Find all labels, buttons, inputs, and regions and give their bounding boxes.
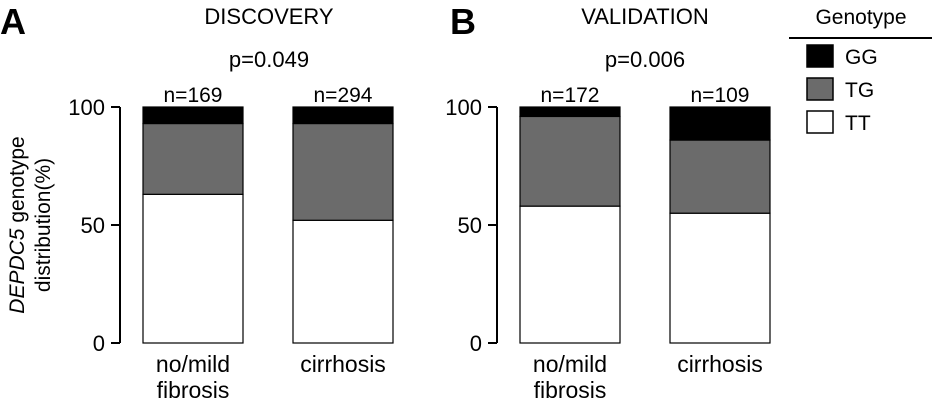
panel-b-letter: B (450, 1, 476, 42)
legend-swatch-gg (806, 44, 834, 68)
legend-swatch-tg (806, 77, 834, 101)
bar-segment-a-2-tt (292, 219, 394, 344)
legend-item-tt: TT (806, 110, 871, 135)
category-label-a-1-line-2: fibrosis (157, 377, 230, 403)
y-axis-label-line2: distribution(%) (32, 158, 55, 292)
panel-a-pvalue: p=0.049 (229, 47, 309, 72)
legend-item-tg: TG (806, 77, 874, 102)
bar-segment-a-2-gg (292, 106, 394, 125)
y-tick-label-b-100: 100 (445, 95, 482, 120)
bar-segment-b-2-gg (669, 106, 771, 141)
y-axis-label-gene: DEPDC5 (6, 228, 29, 314)
bar-segment-b-1-gg (519, 106, 621, 118)
bar-segment-b-2-tt (669, 212, 771, 344)
category-label-a-2-line-1: cirrhosis (300, 351, 386, 377)
category-label-b-1-line-2: fibrosis (534, 377, 607, 403)
panel-b: B VALIDATION p=0.006 0 50 100 n=172 no/mildf… (445, 1, 771, 403)
legend-swatch-tt (806, 110, 834, 134)
bar-segment-a-1-tg (142, 122, 244, 195)
panel-b-pvalue: p=0.006 (605, 47, 685, 72)
y-axis-label-rest: genotype (6, 136, 29, 228)
bar-segment-b-1-tt (519, 205, 621, 344)
panel-a-title: DISCOVERY (204, 4, 334, 29)
legend-label-gg: GG (845, 46, 878, 69)
legend-title: Genotype (815, 6, 906, 29)
y-tick-label-a-0: 0 (93, 331, 105, 356)
y-axis-label-line1: DEPDC5 genotype (6, 136, 29, 313)
y-tick-label-a-100: 100 (68, 95, 105, 120)
category-label-b-1-line-1: no/mild (533, 351, 607, 377)
n-label-b-1: n=172 (541, 84, 600, 107)
n-label-a-1: n=169 (164, 84, 223, 107)
bar-segment-a-1-gg (142, 106, 244, 125)
y-tick-label-b-50: 50 (458, 213, 482, 238)
panel-a: A DISCOVERY p=0.049 0 50 100 n=169 no/mildfi… (0, 1, 394, 403)
legend-label-tg: TG (845, 79, 874, 102)
legend-item-gg: GG (806, 44, 878, 69)
category-label-a-1-line-1: no/mild (156, 351, 230, 377)
y-tick-label-a-50: 50 (81, 213, 105, 238)
panel-b-title: VALIDATION (581, 4, 709, 29)
bar-segment-b-2-tg (669, 139, 771, 214)
bar-segment-a-2-tg (292, 122, 394, 221)
bar-segment-a-1-tt (142, 193, 244, 344)
y-tick-label-b-0: 0 (470, 331, 482, 356)
n-label-b-2: n=109 (691, 84, 750, 107)
n-label-a-2: n=294 (314, 84, 373, 107)
bar-segment-b-1-tg (519, 115, 621, 207)
legend-label-tt: TT (845, 112, 871, 135)
panel-a-letter: A (0, 1, 26, 42)
legend: Genotype GG TG TT (789, 6, 932, 135)
category-label-b-2-line-1: cirrhosis (677, 351, 763, 377)
